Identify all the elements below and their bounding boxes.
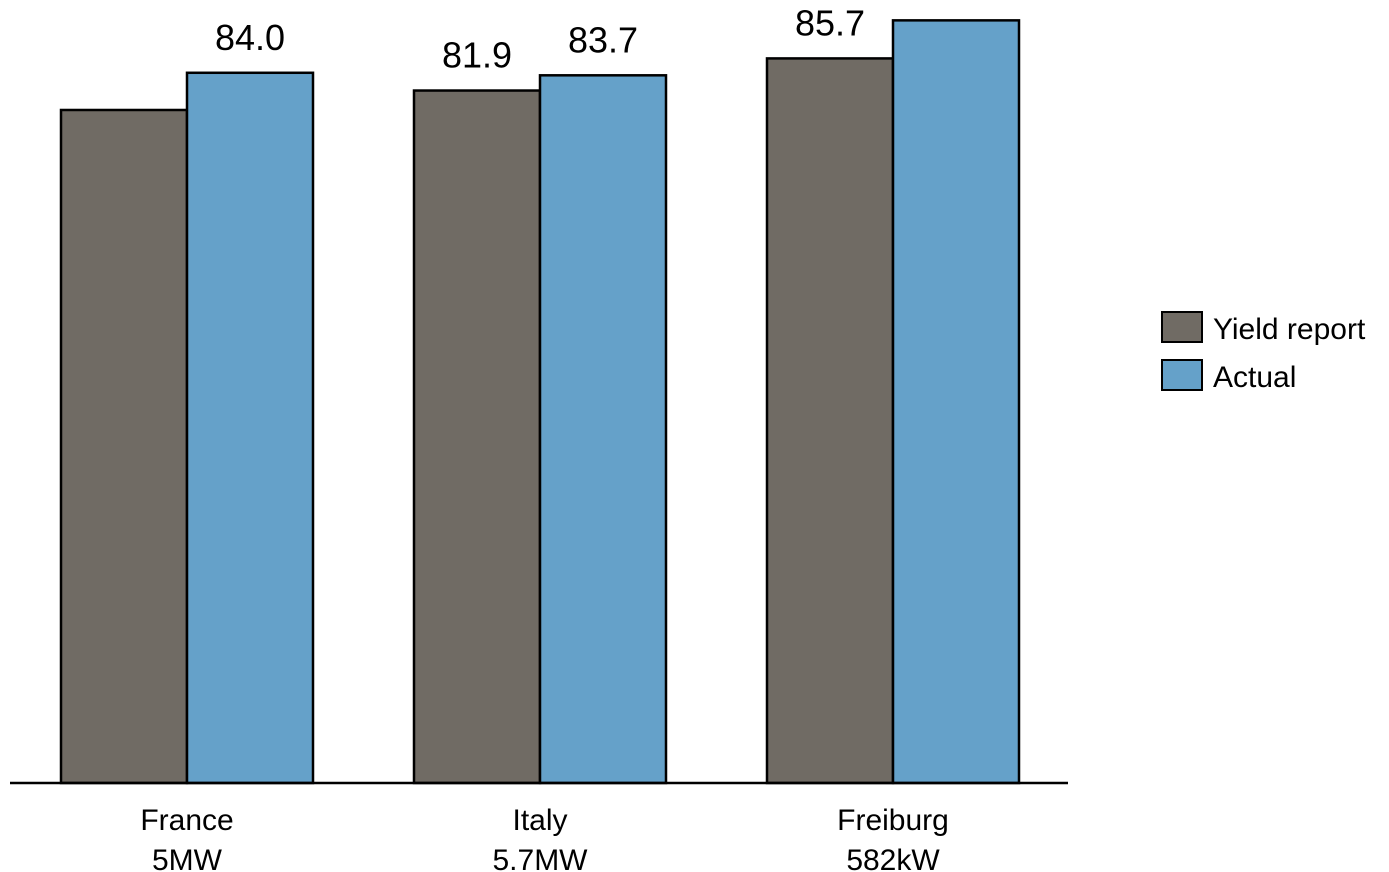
bars-group — [59, 19, 1021, 785]
data-label: 81.9 — [442, 35, 512, 76]
bar-yield-report-2 — [765, 57, 895, 785]
data-label: 85.7 — [795, 2, 865, 43]
category-label: 5.7MW — [492, 844, 588, 872]
data-label: 83.7 — [568, 19, 638, 60]
bar-actual-2 — [891, 19, 1021, 785]
bar-yield-report-0 — [59, 108, 189, 785]
category-label: Italy — [512, 804, 567, 837]
bar-actual-1 — [538, 74, 668, 785]
legend-label: Yield report — [1213, 313, 1366, 346]
labels-group: 84.0 France 5MW 81.9 83.7 Italy 5.7MW 85.7 Freib… — [140, 2, 949, 872]
data-label: 84.0 — [215, 17, 285, 58]
bar-actual-0 — [185, 71, 315, 785]
legend: Yield report Actual — [1161, 311, 1366, 394]
legend-label: Actual — [1213, 361, 1296, 394]
legend-swatch — [1161, 359, 1203, 391]
bar-yield-report-1 — [412, 89, 542, 785]
category-label: Freiburg — [837, 804, 949, 837]
category-label: 5MW — [152, 844, 223, 872]
legend-swatch — [1161, 311, 1203, 343]
category-label: France — [140, 804, 233, 837]
category-label: 582kW — [846, 844, 940, 872]
